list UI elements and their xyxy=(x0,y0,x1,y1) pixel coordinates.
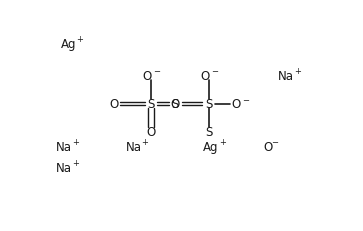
Text: +: + xyxy=(72,137,79,146)
Text: S: S xyxy=(205,98,212,111)
Text: O: O xyxy=(171,98,180,111)
Text: −: − xyxy=(242,95,249,104)
Text: −: − xyxy=(154,67,160,76)
Text: Na: Na xyxy=(278,69,294,82)
Text: +: + xyxy=(219,137,225,146)
Text: S: S xyxy=(205,125,212,138)
Text: +: + xyxy=(77,35,83,44)
Text: −: − xyxy=(271,137,278,146)
Text: Na: Na xyxy=(56,140,72,153)
Text: S: S xyxy=(171,98,179,111)
Text: Na: Na xyxy=(56,161,72,174)
Text: O: O xyxy=(232,98,241,111)
Text: Ag: Ag xyxy=(203,140,219,153)
Text: +: + xyxy=(72,158,79,167)
Text: O: O xyxy=(264,140,273,153)
Text: O: O xyxy=(110,98,119,111)
Text: Na: Na xyxy=(126,140,142,153)
Text: +: + xyxy=(141,137,148,146)
Text: S: S xyxy=(147,98,155,111)
Text: O: O xyxy=(200,69,210,82)
Text: +: + xyxy=(294,66,301,75)
Text: O: O xyxy=(143,69,152,82)
Text: Ag: Ag xyxy=(61,38,76,51)
Text: O: O xyxy=(146,125,155,138)
Text: −: − xyxy=(211,67,218,76)
